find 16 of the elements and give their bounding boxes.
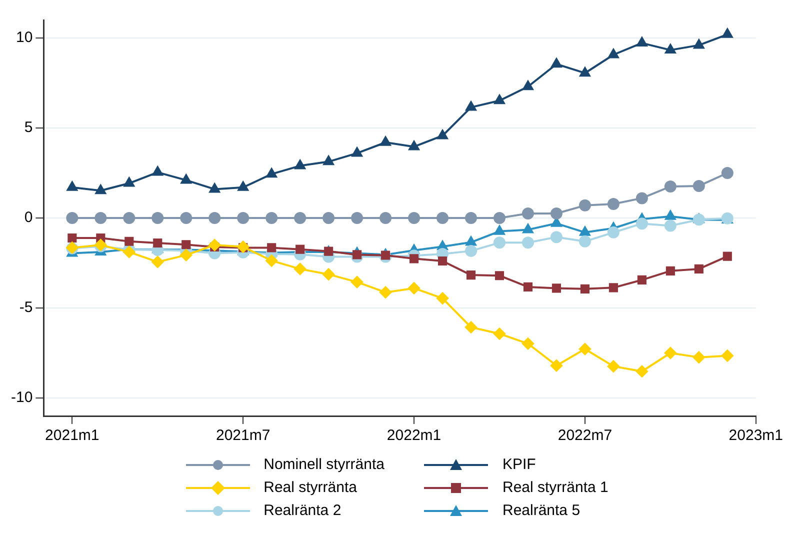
legend-label: Realränta 2 [264,502,342,519]
legend-label: KPIF [502,456,536,473]
legend-label: Real styrränta [264,479,357,496]
legend-label: Nominell styrränta [264,456,384,473]
x-tick-label: 2021m1 [45,427,100,444]
y-tick-label: 5 [24,119,33,136]
y-tick-label: -10 [10,389,33,406]
x-tick-label: 2021m7 [216,427,270,444]
x-tick-label: 2023m1 [728,427,784,444]
x-tick-label: 2022m1 [386,427,442,444]
y-tick-label: 0 [24,209,33,226]
x-tick-label: 2022m7 [558,427,612,444]
legend-label: Real styrränta 1 [502,479,608,496]
y-tick-label: -5 [19,299,33,316]
y-tick-label: 10 [16,29,33,46]
legend-label: Realränta 5 [502,502,580,519]
